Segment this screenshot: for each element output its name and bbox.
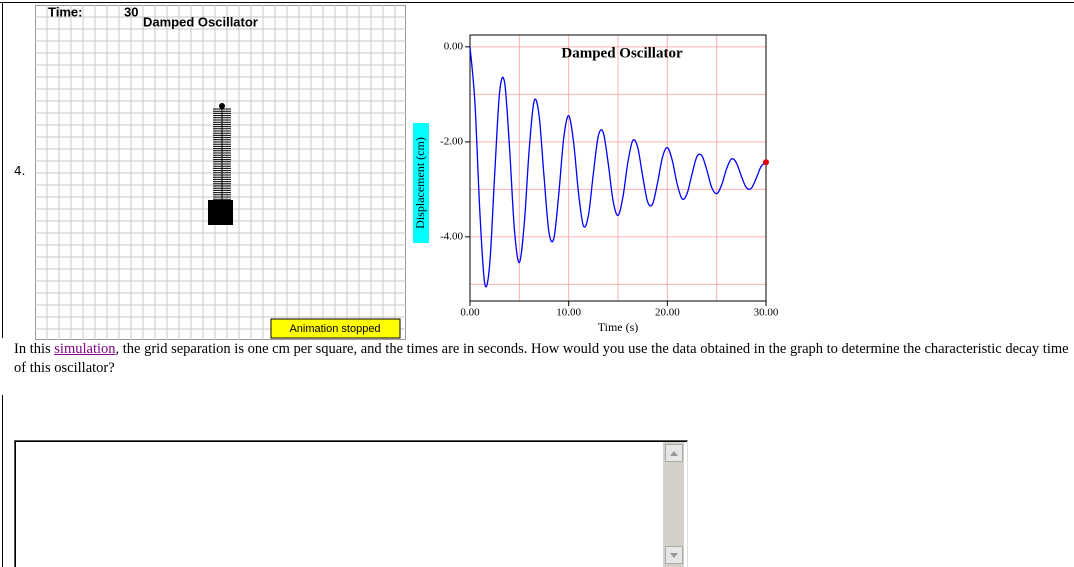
chart-title: Damped Oscillator: [561, 45, 683, 61]
y-tick-label: 0.00: [444, 40, 464, 52]
y-tick-label: -4.00: [440, 230, 463, 242]
x-tick-label: 0.00: [460, 307, 480, 319]
top-rule: [0, 2, 1074, 3]
left-rule: [2, 395, 3, 567]
time-label: Time:: [48, 5, 82, 19]
page: 4. Time: 30 Damped Oscillator Animation …: [0, 0, 1074, 567]
left-rule: [2, 2, 3, 338]
x-tick-label: 10.00: [556, 307, 581, 319]
x-tick-label: 20.00: [655, 307, 680, 319]
animation-panel: Time: 30 Damped Oscillator Animation sto…: [35, 5, 407, 341]
spring: [213, 106, 231, 200]
x-tick-label: 30.00: [754, 307, 779, 319]
scrollbar: [663, 442, 684, 567]
end-marker: [763, 159, 769, 165]
time-value: 30: [124, 5, 138, 19]
question-text-start: In this: [14, 341, 54, 357]
animation-title: Damped Oscillator: [143, 14, 258, 29]
scroll-up[interactable]: [665, 444, 683, 462]
question-number: 4.: [14, 164, 25, 178]
status-text: Animation stopped: [289, 323, 380, 335]
x-axis-label: Time (s): [598, 320, 639, 334]
mass: [208, 200, 233, 225]
scroll-down[interactable]: [665, 546, 683, 564]
question-text-end: , the grid separation is one cm per squa…: [14, 341, 1069, 376]
simulation-link[interactable]: simulation: [54, 341, 115, 357]
y-tick-label: -2.00: [440, 135, 463, 147]
question-text: In this simulation, the grid separation …: [14, 340, 1072, 378]
y-axis-label: Displacement (cm): [413, 137, 427, 229]
answer-textarea[interactable]: [14, 440, 688, 567]
graph: 0.00 10.00 20.00 30.00 0.00 -2.00 -4.00 Damped …: [410, 30, 800, 340]
